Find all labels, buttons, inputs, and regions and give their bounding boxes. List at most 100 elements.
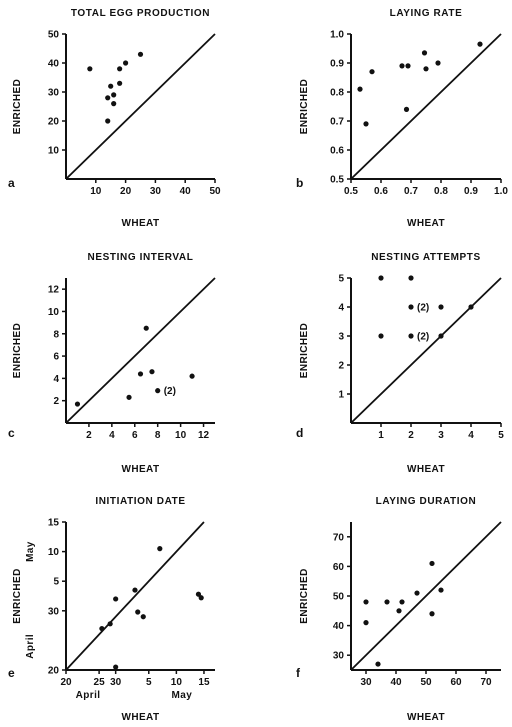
panel-d-x-tick-label: 3 [438,430,444,441]
panel-d-y-tick-label: 3 [338,332,344,343]
panel-e-x-label: WHEAT [122,712,160,723]
panel-e-y-label: ENRICHED [12,568,23,623]
panel-e-data-point [99,625,105,632]
panel-d-x-tick-label: 4 [468,430,474,441]
panel-b-y-label: ENRICHED [299,79,310,134]
panel-e-x-month-may: May [172,690,193,701]
panel-e-title: INITIATION DATE [95,496,185,507]
panel-e-y-tick-label: 30 [48,606,60,617]
panel-c-data-point [189,373,195,379]
panel-a-data-point [87,66,93,72]
panel-b-x-tick-label: 0.6 [374,186,388,197]
panel-e-y-tick-label: 5 [53,577,59,588]
panel-a-data-point [117,80,123,86]
panel-a-x-tick-label: 10 [90,186,102,197]
panel-c-x-tick-label: 2 [86,430,92,441]
panel-e-data-point [132,587,138,593]
panel-b-data-point [423,66,429,72]
panel-b-title: LAYING RATE [390,8,463,19]
panel-c-data-point [126,394,132,400]
panel-d-data-point [408,304,414,310]
panel-f-x-tick-label: 50 [420,677,432,688]
panel-c-x-label: WHEAT [122,464,160,475]
panel-e-data-point [140,614,146,620]
panel-b-y-tick-label: 1.0 [330,30,344,41]
panel-d-y-label: ENRICHED [299,323,310,378]
panel-e-data-point [198,595,204,601]
panel-f-data-point [429,611,435,617]
panel-a-data-point [108,83,114,89]
panel-b-data-point [403,106,410,112]
panel-e-letter: e [8,666,15,680]
panel-b-y-tick-label: 0.6 [330,146,344,157]
panel-b-data-point [405,63,411,69]
panel-f-y-tick-label: 70 [333,532,345,543]
panel-e-y-tick-label: 20 [48,666,60,677]
panel-d-count-annotation: (2) [417,332,429,343]
panel-c-letter: c [8,426,15,440]
panel-b-data-point [421,50,428,56]
panel-c-y-tick-label: 12 [48,285,60,296]
panel-f-data-point [363,620,369,626]
panel-f-data-point [399,599,405,605]
panel-d-y-tick-label: 2 [338,361,344,372]
panel-a-data-point [105,95,111,101]
panel-b-x-label: WHEAT [407,218,445,229]
panel-c-data-point [143,325,149,331]
panel-a-x-tick-label: 20 [120,186,132,197]
panel-d-count-annotation: (2) [417,303,429,314]
panel-c-x-tick-label: 8 [155,430,161,441]
panel-e-x-tick-label: 15 [198,677,210,688]
panel-b-letter: b [296,176,303,190]
panel-b-x-tick-label: 0.5 [344,186,358,197]
panel-c-y-tick-label: 4 [53,374,59,385]
panel-b-data-point [357,86,363,92]
panel-e-x-tick-label: 10 [171,677,183,688]
panel-c-y-label: ENRICHED [12,323,23,378]
panel-c-diagonal-line [65,277,216,424]
panel-d-data-point [438,333,444,339]
panel-a-y-tick-label: 20 [48,117,60,128]
panel-f-data-point [438,587,444,593]
panel-b-x-tick-label: 1.0 [494,186,508,197]
panel-a-letter: a [8,176,15,190]
panel-a-y-tick-label: 30 [48,88,60,99]
panel-d-letter: d [296,426,303,440]
panel-d-data-point [408,333,414,339]
panel-e-data-point [195,591,202,597]
panel-d-diagonal-line [350,277,502,424]
panel-c-y-tick-label: 6 [53,352,59,363]
panel-b-data-point [435,60,441,66]
panel-c-title: NESTING INTERVAL [88,252,194,263]
panel-b-y-tick-label: 0.7 [330,117,344,128]
panel-c-x-tick-label: 6 [132,430,138,441]
panel-b-x-tick-label: 0.8 [434,186,448,197]
panel-c-y-tick-label: 2 [53,396,59,407]
panel-b-x-tick-label: 0.7 [404,186,418,197]
panel-d-data-point [378,333,384,339]
panel-b-y-tick-label: 0.9 [330,59,344,70]
panel-e-x-month-april: April [76,690,101,701]
panel-e-data-point [135,609,141,615]
panel-a-y-tick-label: 10 [48,146,60,157]
panel-a-x-label: WHEAT [122,218,160,229]
panel-d-y-tick-label: 1 [338,390,344,401]
panel-a-x-tick-label: 50 [209,186,221,197]
panel-c-y-tick-label: 8 [53,329,59,340]
panel-a-data-point [137,51,144,57]
panel-e-data-point [113,596,119,602]
panel-f-x-tick-label: 30 [360,677,372,688]
panel-f-data-point [396,608,402,614]
panel-a-data-point [123,60,129,66]
panel-a-x-tick-label: 30 [150,186,162,197]
panel-f-data-point [363,599,369,605]
panel-b-data-point [399,63,405,69]
panel-f-y-tick-label: 60 [333,562,345,573]
panel-f-x-tick-label: 40 [390,677,402,688]
panel-f-diagonal-line [350,521,502,671]
panel-f-data-point [414,590,420,596]
panel-f-x-tick-label: 60 [450,677,462,688]
panel-a-y-label: ENRICHED [12,79,23,134]
panel-b-data-point [363,121,369,127]
